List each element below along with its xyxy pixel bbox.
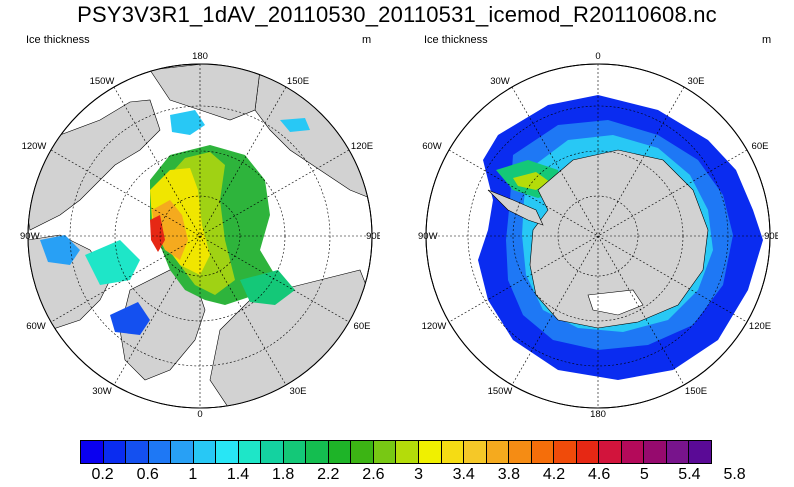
colorbar-swatch: [554, 441, 577, 463]
colorbar-swatch: [81, 441, 104, 463]
right-panel-units-label: m: [762, 34, 772, 46]
baffin-ice: [85, 240, 140, 285]
colorbar-swatch: [666, 441, 690, 463]
north-lon-label-right-upper: 120E: [351, 141, 373, 152]
colorbar-tick-label: 2.6: [362, 466, 385, 483]
arctic-ice-red: [150, 215, 165, 252]
north-lon-label-right: 90E: [366, 231, 380, 242]
south-lon-label-left-upper: 60W: [422, 141, 442, 152]
colorbar-tick-label: 0.2: [91, 466, 114, 483]
arctic-ice-orange: [152, 200, 188, 260]
left-panel-variable-label: Ice thickness: [26, 34, 90, 46]
colorbar-tick-label: 4.6: [588, 466, 611, 483]
colorbar-tick-label: 1.8: [272, 466, 295, 483]
colorbar-swatch: [486, 441, 510, 463]
north-lon-label-left-lower: 60W: [26, 321, 46, 332]
colorbar-swatch: [103, 441, 127, 463]
south-lon-label-right-lower: 120E: [749, 321, 771, 332]
colorbar-swatch: [531, 441, 555, 463]
colorbar-tick-label: 2.2: [317, 466, 340, 483]
ice-thickness-colorbar: [80, 440, 712, 464]
colorbar-tick-label: 5.4: [678, 466, 701, 483]
antarctic-map: 0 30E 60E 90E 120E 150E 180 150W 120W 90…: [418, 51, 778, 420]
colorbar-tick-label: 5.8: [723, 466, 746, 483]
north-lon-label-right-lower: 60E: [354, 321, 371, 332]
north-lon-label-top-right: 150E: [287, 76, 309, 87]
right-panel-variable-label: Ice thickness: [424, 34, 488, 46]
south-lon-label-bottom-left: 150W: [488, 386, 513, 397]
north-lon-label-top-left: 150W: [90, 76, 115, 87]
colorbar-tick-label: 1.4: [226, 466, 250, 483]
north-lon-label-left-upper: 120W: [22, 141, 47, 152]
bering-ice: [170, 110, 205, 135]
colorbar-swatch: [193, 441, 217, 463]
colorbar-swatch: [576, 441, 600, 463]
south-lon-label-top-left: 30W: [490, 76, 510, 87]
colorbar-tick-label: 3.4: [452, 466, 475, 483]
colorbar-tick-label: 3: [414, 466, 424, 483]
arctic-map: 180 150E 120E 90E 60E 30E 0 30W 60W 90W …: [20, 51, 380, 420]
colorbar-swatch: [148, 441, 172, 463]
baffin-ice-blue: [110, 302, 150, 335]
colorbar-swatch: [351, 441, 374, 463]
alaska-land: [149, 64, 261, 121]
colorbar-swatch: [644, 441, 667, 463]
colorbar-tick-label: 1: [188, 466, 198, 483]
colorbar-swatch: [238, 441, 262, 463]
colorbar-swatch: [328, 441, 352, 463]
colorbar-swatch: [441, 441, 465, 463]
colorbar-swatch: [396, 441, 419, 463]
bering-ice-2: [280, 118, 310, 132]
colorbar-swatch: [509, 441, 532, 463]
colorbar-swatch: [261, 441, 284, 463]
north-america-land: [28, 99, 161, 231]
antarctica-land: [529, 149, 709, 329]
colorbar-swatch: [689, 441, 711, 463]
north-lon-label-top: 180: [192, 51, 208, 62]
south-lon-label-left-lower: 120W: [422, 321, 447, 332]
colorbar-swatch: [126, 441, 149, 463]
colorbar-swatch: [216, 441, 239, 463]
colorbar-tick-label: 4.2: [542, 466, 566, 483]
colorbar-tick-labels: 0.2 0.6 1 1.4 1.8 2.2 2.6 3 3.4 3.8 4.2 4.6 5 5.4 5.8: [80, 466, 745, 486]
colorbar-swatch: [171, 441, 194, 463]
colorbar-swatch: [464, 441, 487, 463]
barents-ice: [240, 270, 295, 305]
south-lon-label-right-upper: 60E: [752, 141, 769, 152]
colorbar-swatch: [306, 441, 329, 463]
colorbar-swatch: [621, 441, 645, 463]
colorbar-tick-label: 0.6: [136, 466, 159, 483]
weddell-ice-yellow: [513, 172, 550, 190]
colorbar-swatch: [418, 441, 442, 463]
colorbar-swatch: [373, 441, 397, 463]
north-lon-label-left: 90W: [20, 231, 40, 242]
north-lon-label-bottom-left: 30W: [92, 386, 112, 397]
colorbar-swatch: [599, 441, 622, 463]
ross-ice-shelf: [587, 289, 644, 316]
left-panel-units-label: m: [362, 34, 372, 46]
north-lon-label-bottom-right: 30E: [290, 386, 307, 397]
south-lon-label-bottom: 180: [590, 409, 606, 420]
colorbar-tick-label: 5: [639, 466, 649, 483]
south-lon-label-top: 0: [595, 51, 600, 62]
antarctic-peninsula: [487, 189, 544, 226]
colorbar-tick-label: 3.8: [497, 466, 520, 483]
colorbar-swatch: [283, 441, 307, 463]
south-lon-label-right: 90E: [764, 231, 778, 242]
south-lon-label-bottom-right: 150E: [685, 386, 707, 397]
north-lon-label-bottom: 0: [197, 409, 202, 420]
south-lon-label-top-right: 30E: [688, 76, 705, 87]
south-lon-label-left: 90W: [418, 231, 438, 242]
figure-title: PSY3V3R1_1dAV_20110530_20110531_icemod_R…: [77, 2, 717, 27]
